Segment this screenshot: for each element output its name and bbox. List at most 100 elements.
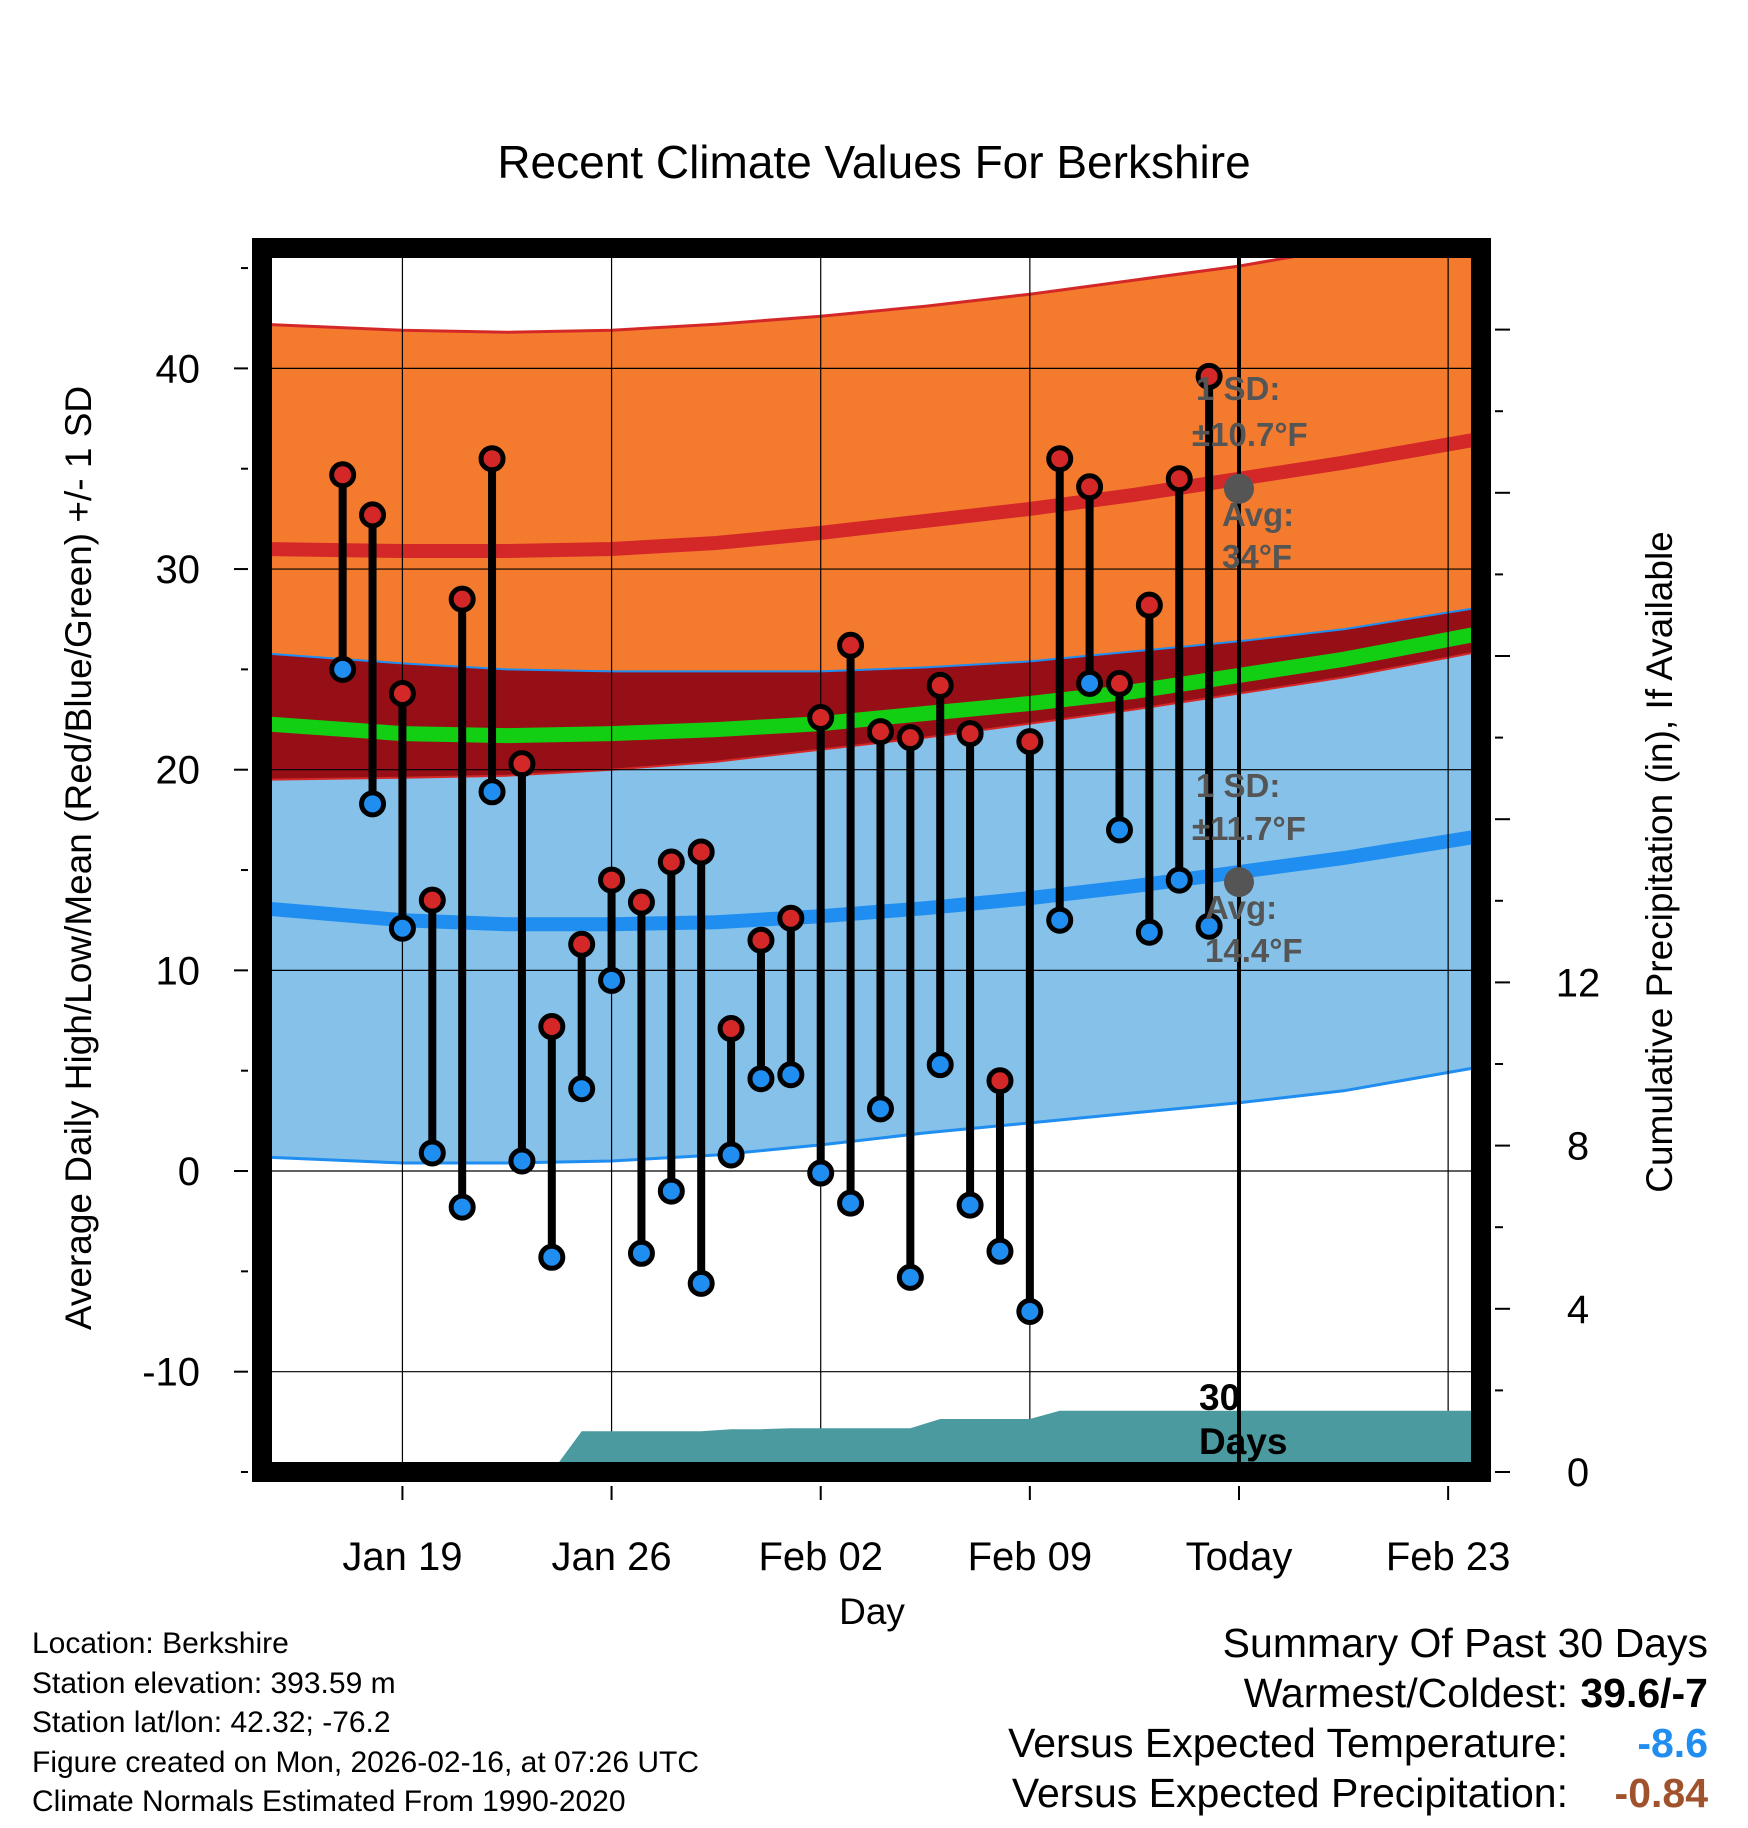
high-temp-point (807, 704, 835, 732)
low-temp-point (1105, 816, 1133, 844)
high-temp-point (329, 461, 357, 489)
high-temp-point (896, 724, 924, 752)
high-temp-point (1046, 445, 1074, 473)
high-temp-point (508, 750, 536, 778)
low-temp-point (956, 1191, 984, 1219)
temperature-points (329, 362, 1223, 1325)
high-temp-point (837, 631, 865, 659)
y2-axis-label: Cumulative Precipitation (in), If Availa… (1639, 531, 1680, 1193)
elevation-text: Station elevation: 393.59 m (32, 1666, 396, 1700)
low-temp-point (568, 1075, 596, 1103)
low-temp-point (359, 790, 387, 818)
low-temp-point (1016, 1297, 1044, 1325)
x-tick-label: Jan 26 (552, 1535, 672, 1579)
high-sd-upper-line (262, 248, 1353, 334)
low-temp-point (598, 966, 626, 994)
low-sd-label: 1 SD: (1196, 767, 1280, 804)
y2-tick-label: 4 (1567, 1288, 1589, 1332)
low-temp-point (1076, 669, 1104, 697)
low-temp-point (717, 1141, 745, 1169)
station-info: Location: Berkshire Station elevation: 3… (32, 1624, 699, 1822)
temperature-stems (338, 376, 1214, 1312)
high-temp-point (1195, 362, 1223, 390)
low-temp-point (926, 1051, 954, 1079)
y-tick-label: 0 (178, 1150, 200, 1194)
left-axis: -10 0 10 20 30 40 (142, 267, 248, 1473)
created-text: Figure created on Mon, 2026-02-16, at 07… (32, 1745, 700, 1779)
high-temp-point (1165, 465, 1193, 493)
y-tick-label: 40 (156, 347, 201, 391)
days-count-label: 30 (1199, 1377, 1240, 1418)
low-temp-point (1165, 866, 1193, 894)
high-avg-value: 34°F (1222, 538, 1292, 575)
annotations: 1 SD: ±10.7°F Avg: 34°F 1 SD: ±11.7°F Av… (1192, 370, 1308, 1462)
high-temp-point (538, 1013, 566, 1041)
summary-panel: Summary Of Past 30 Days Warmest/Coldest:… (1008, 1620, 1708, 1820)
high-temp-point (866, 718, 894, 746)
y2-tick-label: 12 (1556, 961, 1601, 1005)
low-temp-point (866, 1095, 894, 1123)
low-sd-value: ±11.7°F (1192, 810, 1306, 847)
high-temp-point (598, 866, 626, 894)
high-temp-point (717, 1015, 745, 1043)
high-temp-point (478, 445, 506, 473)
temp-label: Versus Expected Temperature: (1008, 1720, 1568, 1766)
low-temp-point (896, 1263, 924, 1291)
high-temp-point (687, 838, 715, 866)
low-temp-point (627, 1239, 655, 1267)
high-temp-point (1105, 669, 1133, 697)
chart-title: Recent Climate Values For Berkshire (497, 136, 1250, 188)
high-temp-point (448, 585, 476, 613)
summary-title: Summary Of Past 30 Days (1222, 1620, 1708, 1666)
x-tick-label: Feb 09 (968, 1535, 1093, 1579)
low-temp-point (329, 655, 357, 683)
x-axis: Jan 19 Jan 26 Feb 02 Feb 09 Today Feb 23 (342, 1486, 1510, 1579)
high-temp-point (657, 848, 685, 876)
low-avg-point (1223, 867, 1254, 898)
x-tick-label: Today (1186, 1535, 1293, 1579)
y2-tick-label: 0 (1567, 1451, 1589, 1495)
x-axis-label: Day (839, 1591, 905, 1632)
precipitation-area-group (551, 1410, 1481, 1472)
latlon-text: Station lat/lon: 42.32; -76.2 (32, 1706, 391, 1739)
y-tick-label: 10 (156, 949, 201, 993)
precip-row: Versus Expected Precipitation: -0.84 (1008, 1770, 1708, 1820)
high-temp-point (1016, 728, 1044, 756)
low-temp-point (986, 1237, 1014, 1265)
high-temp-point (1135, 591, 1163, 619)
low-temp-point (478, 778, 506, 806)
y-axis-label: Average Daily High/Low/Mean (Red/Blue/Gr… (58, 386, 99, 1330)
low-temp-point (807, 1159, 835, 1187)
low-normal-line (262, 828, 1481, 932)
y-tick-label: 20 (156, 749, 201, 793)
temp-value: -8.6 (1637, 1720, 1708, 1766)
plot-frame (252, 238, 1491, 1482)
low-temp-point (538, 1243, 566, 1271)
high-avg-point (1223, 473, 1254, 504)
low-sd-lower-line (262, 1065, 1481, 1165)
high-sd-value: ±10.7°F (1192, 416, 1308, 453)
warmest-value: 39.6/-7 (1580, 1670, 1708, 1716)
x-tick-label: Jan 19 (342, 1535, 462, 1579)
high-temp-point (418, 886, 446, 914)
normal-bands (262, 248, 1481, 1165)
low-temp-point (418, 1139, 446, 1167)
high-temp-point (359, 501, 387, 529)
precip-label: Versus Expected Precipitation: (1011, 1770, 1568, 1816)
high-temp-point (777, 904, 805, 932)
location-text: Location: Berkshire (32, 1627, 289, 1660)
y-tick-label: -10 (142, 1351, 200, 1395)
low-temp-point (777, 1061, 805, 1089)
low-temp-point (837, 1189, 865, 1217)
high-temp-point (956, 720, 984, 748)
x-tick-label: Feb 23 (1386, 1535, 1511, 1579)
low-temp-point (747, 1065, 775, 1093)
low-temp-point (448, 1193, 476, 1221)
days-word-label: Days (1199, 1421, 1287, 1462)
high-temp-point (1076, 473, 1104, 501)
high-temp-point (568, 930, 596, 958)
normals-text: Climate Normals Estimated From 1990-2020 (32, 1785, 626, 1818)
low-temp-point (1135, 918, 1163, 946)
warmest-label: Warmest/Coldest: (1243, 1670, 1568, 1716)
